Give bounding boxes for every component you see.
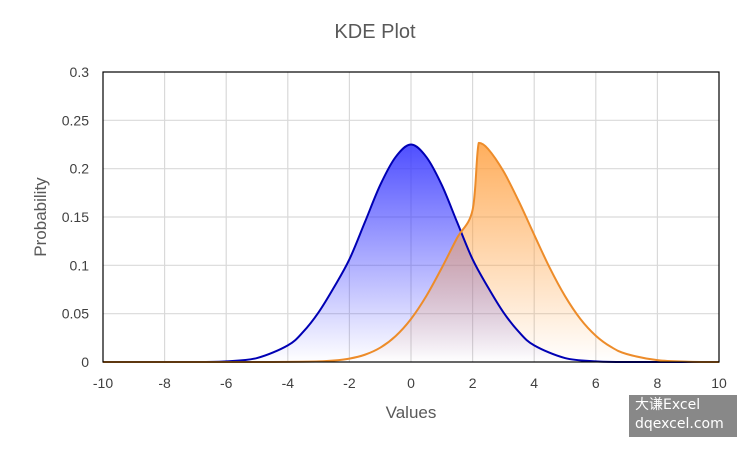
- x-tick-label: 4: [530, 375, 538, 391]
- y-tick-labels: 0 0.05 0.1 0.15 0.2 0.25 0.3: [62, 64, 89, 370]
- plot-border: [102, 71, 720, 363]
- y-tick-label: 0: [81, 354, 89, 370]
- series-areas: [103, 142, 719, 362]
- series-2-area: [103, 142, 719, 362]
- x-tick-label: -8: [158, 375, 171, 391]
- series-1-area: [103, 144, 719, 362]
- y-tick-label: 0.3: [70, 64, 90, 80]
- x-tick-label: 8: [654, 375, 662, 391]
- x-axis-label: Values: [386, 403, 437, 422]
- series-1-line: [102, 143, 719, 363]
- x-tick-label: -4: [282, 375, 295, 391]
- x-tick-labels: -10 -8 -6 -4 -2 0 2 4 6 8 10: [93, 375, 727, 391]
- watermark-line-1: 大谦Excel: [635, 397, 701, 413]
- watermark: 大谦Excel dqexcel.com: [629, 395, 737, 437]
- x-tick-label: -10: [93, 375, 113, 391]
- x-tick-label: 2: [469, 375, 477, 391]
- x-tick-label: -2: [343, 375, 356, 391]
- watermark-line-2: dqexcel.com: [635, 416, 724, 432]
- x-tick-label: -6: [220, 375, 233, 391]
- x-tick-label: 6: [592, 375, 600, 391]
- x-tick-label: 10: [711, 375, 727, 391]
- y-tick-label: 0.25: [62, 112, 89, 128]
- y-axis-label: Probability: [31, 177, 50, 257]
- y-tick-label: 0.05: [62, 306, 89, 322]
- x-tick-label: 0: [407, 375, 415, 391]
- y-tick-label: 0.15: [62, 209, 89, 225]
- chart-title: KDE Plot: [334, 21, 416, 43]
- y-tick-label: 0.2: [70, 161, 90, 177]
- y-tick-label: 0.1: [70, 257, 90, 273]
